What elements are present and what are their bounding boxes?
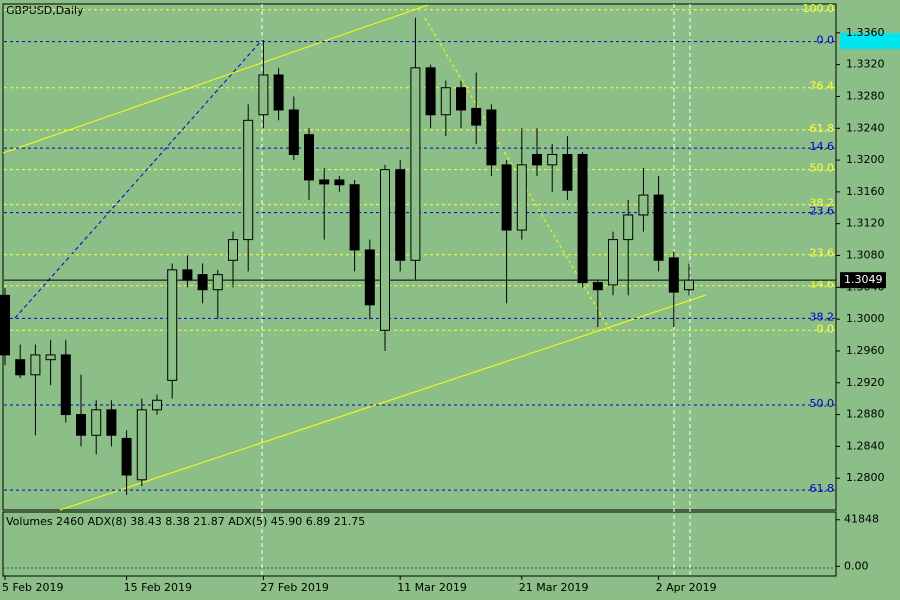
y-tick-label: 1.3240 (846, 121, 885, 134)
candle-body (380, 169, 390, 331)
candle-body (471, 107, 482, 126)
indicator-frame (2, 511, 837, 577)
candle-body (562, 154, 573, 191)
candle-body (532, 154, 542, 166)
candle-body (0, 294, 10, 356)
fib-label: 61.8 (810, 122, 835, 135)
candle-body (167, 269, 178, 381)
fib-label: 14.6 (810, 278, 835, 291)
candle-body (653, 194, 664, 261)
fib-label: 23.6 (810, 247, 835, 260)
candle-body (106, 409, 117, 436)
trend-line (2, 4, 429, 154)
current-price-box (840, 272, 886, 289)
candle-body (45, 354, 56, 361)
candle-body (304, 134, 314, 181)
candle-body (197, 274, 208, 291)
candle-body (152, 399, 162, 411)
candle-body (243, 119, 254, 241)
candle-body (456, 87, 466, 111)
fib-label: 14.6 (810, 140, 835, 153)
indicator-title: Volumes 2460 ADX(8) 38.43 8.38 21.87 ADX… (6, 515, 365, 528)
candle-body (395, 169, 406, 261)
candle-body (91, 409, 102, 436)
candle-body (15, 359, 26, 376)
x-tick-label: 21 Mar 2019 (519, 581, 589, 594)
candle-body (182, 269, 193, 281)
candle-body (319, 179, 330, 185)
candle-body (623, 214, 634, 241)
y-tick-label: 1.3160 (846, 185, 885, 198)
y-tick-label: 1.2960 (846, 344, 885, 357)
candle-body (212, 274, 223, 291)
main-frame (2, 3, 837, 511)
fib-label: 38.2 (810, 310, 835, 323)
indicator-tick-label: 41848 (844, 513, 879, 526)
fib-label: 0.0 (817, 322, 835, 335)
candle-body (684, 279, 694, 291)
candle-body (288, 109, 299, 156)
fib-label: 50.0 (810, 397, 835, 410)
candle-body (547, 154, 558, 166)
fib-label: 0.0 (817, 34, 835, 47)
candle-body (30, 354, 41, 376)
y-tick-label: 1.3000 (846, 312, 885, 325)
candle-body (486, 109, 497, 166)
candle-body (228, 239, 238, 261)
candle-body (60, 354, 71, 416)
candle-body (136, 409, 147, 481)
fib-label: 100.0 (803, 2, 835, 15)
y-tick-label: 1.3200 (846, 153, 885, 166)
candle-body (668, 257, 679, 293)
candle-body (334, 179, 345, 186)
y-tick-label: 1.3080 (846, 249, 885, 262)
x-tick-label: 11 Mar 2019 (397, 581, 467, 594)
y-tick-label: 1.2880 (846, 408, 885, 421)
candle-body (425, 67, 436, 116)
candle-body (364, 249, 375, 306)
candle-body (592, 282, 603, 291)
fib-label: 38.2 (810, 197, 835, 210)
candle-body (440, 87, 451, 116)
candle-body (608, 239, 618, 286)
fib-label: 50.0 (810, 162, 835, 175)
y-tick-label: 1.2920 (846, 376, 885, 389)
candle-body (273, 74, 284, 111)
fib-label: 61.8 (810, 482, 835, 495)
y-tick-label: 1.2840 (846, 439, 885, 452)
x-tick-label: 15 Feb 2019 (124, 581, 192, 594)
price-marker (840, 33, 900, 49)
trend-line (59, 294, 707, 511)
fib-label: 76.4 (810, 80, 835, 93)
candle-body (121, 437, 132, 476)
candle-body (349, 184, 360, 251)
y-tick-label: 1.2800 (846, 471, 885, 484)
chart-title: GBPUSD,Daily (6, 4, 84, 17)
trend-line (14, 39, 263, 319)
x-tick-label: 27 Feb 2019 (260, 581, 328, 594)
candle-body (410, 67, 421, 261)
current-price-label: 1.3049 (844, 273, 883, 286)
candle-body (76, 414, 86, 436)
candle-body (258, 74, 269, 116)
x-tick-label: 2 Apr 2019 (656, 581, 717, 594)
y-tick-label: 1.3320 (846, 58, 885, 71)
candle-body (516, 164, 527, 231)
candle-body (577, 154, 588, 284)
y-tick-label: 1.3120 (846, 217, 885, 230)
indicator-tick-label: 0.00 (844, 559, 869, 572)
x-tick-label: 5 Feb 2019 (2, 581, 63, 594)
y-tick-label: 1.3280 (846, 89, 885, 102)
fib-label: 23.6 (810, 205, 835, 218)
candle-body (638, 194, 649, 216)
y-tick-label: 1.3360 (846, 26, 885, 39)
candle-body (501, 164, 512, 231)
